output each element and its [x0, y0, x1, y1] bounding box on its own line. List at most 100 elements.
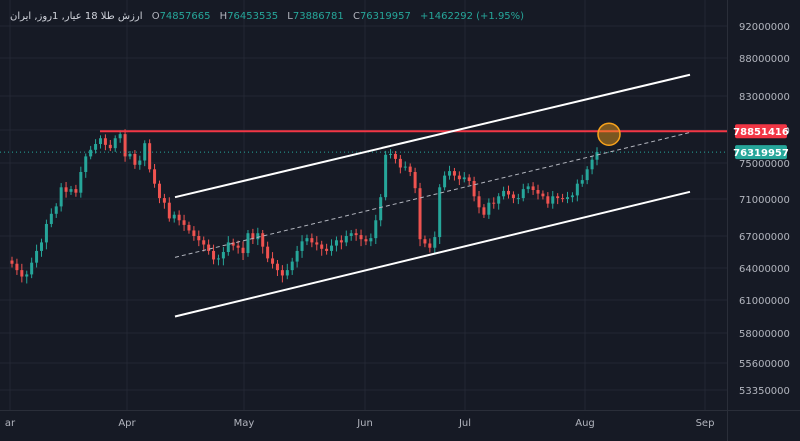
candle-body [118, 134, 122, 139]
candle-body [487, 202, 491, 215]
y-tick-label: 75000000 [739, 159, 790, 170]
candle [349, 229, 353, 241]
open-key: O [151, 11, 160, 22]
candle [280, 265, 284, 283]
candle-body [212, 250, 216, 260]
y-tick-label: 83000000 [739, 92, 790, 103]
candle [423, 235, 427, 248]
candle-body [123, 134, 127, 157]
candle-body [359, 235, 363, 240]
candle-body [290, 261, 294, 271]
candle-body [266, 246, 270, 259]
candle-body [413, 172, 417, 189]
candle [418, 182, 422, 247]
candle [561, 193, 565, 203]
candle [487, 198, 491, 219]
candle [89, 145, 93, 160]
candle-body [541, 193, 545, 197]
candle-body [482, 207, 486, 215]
y-tick-label: 58000000 [739, 329, 790, 340]
candle [182, 214, 186, 231]
candle-body [84, 156, 88, 172]
candle-body [521, 189, 525, 199]
candle-body [443, 175, 447, 188]
candle-body [236, 245, 240, 248]
candle-body [452, 171, 456, 176]
candle-body [561, 198, 565, 200]
candle [330, 239, 334, 256]
y-tick-label: 88000000 [739, 54, 790, 65]
candle-body [595, 152, 599, 160]
candle-body [133, 153, 137, 165]
candle [271, 252, 275, 269]
candle [546, 192, 550, 208]
candle [541, 190, 545, 200]
candle [398, 154, 402, 174]
candle-body [433, 237, 437, 248]
candle-body [261, 233, 265, 247]
close-key: C [352, 11, 360, 22]
candle [143, 140, 147, 167]
price-badge-label: 78851416 [733, 127, 789, 138]
candle [177, 210, 181, 226]
channel-midline [174, 131, 691, 258]
candle-body [374, 220, 378, 239]
candle [413, 167, 417, 194]
candle-body [418, 188, 422, 240]
candle-body [241, 247, 245, 254]
candle-body [172, 214, 176, 219]
candle [305, 234, 309, 246]
candle [551, 190, 555, 209]
candle [241, 241, 245, 260]
candle [516, 193, 520, 205]
candle [556, 193, 560, 205]
open-value: 74857665 [159, 11, 211, 22]
candle-body [89, 149, 93, 157]
candle-body [566, 197, 570, 199]
candle-body [585, 169, 589, 181]
candle [428, 238, 432, 253]
candle-body [207, 244, 211, 251]
candle-body [221, 252, 225, 259]
candle [133, 150, 137, 169]
candle-body [98, 138, 102, 145]
channel-lower-line [174, 190, 691, 318]
candle-body [15, 263, 19, 271]
candle [15, 258, 19, 275]
candle [315, 236, 319, 251]
candle-body [511, 194, 515, 199]
candle [285, 263, 289, 280]
candle-body [310, 238, 314, 243]
candle-body [20, 270, 24, 277]
candle-body [153, 169, 157, 184]
candle [98, 135, 102, 149]
candle-body [64, 187, 68, 192]
candle [167, 197, 171, 222]
price-badge-bg [735, 124, 787, 139]
ohlc-legend: ارزش طلا 18 عیار, 1روز, ایران O74857665 … [10, 11, 524, 22]
candle [79, 166, 83, 198]
x-tick-label: May [234, 418, 255, 429]
close-value: 76319957 [359, 11, 411, 22]
candle [526, 183, 530, 194]
candle-body [94, 144, 98, 150]
y-tick-label: 61000000 [739, 296, 790, 307]
candle-body [536, 190, 540, 194]
symbol-title[interactable]: ارزش طلا 18 عیار, 1روز, ایران [10, 11, 143, 22]
candle-body [507, 190, 511, 195]
x-tick-label: Aug [575, 418, 595, 429]
candle [364, 235, 368, 246]
candle [334, 236, 338, 252]
candle-body [231, 242, 235, 246]
candle [590, 155, 594, 175]
candle-body [379, 197, 383, 221]
candle-body [393, 153, 397, 159]
candle-body [226, 242, 230, 252]
candle [290, 257, 294, 275]
candle [251, 228, 255, 244]
target-circle [597, 122, 621, 146]
candle [457, 171, 461, 186]
candle [482, 204, 486, 218]
